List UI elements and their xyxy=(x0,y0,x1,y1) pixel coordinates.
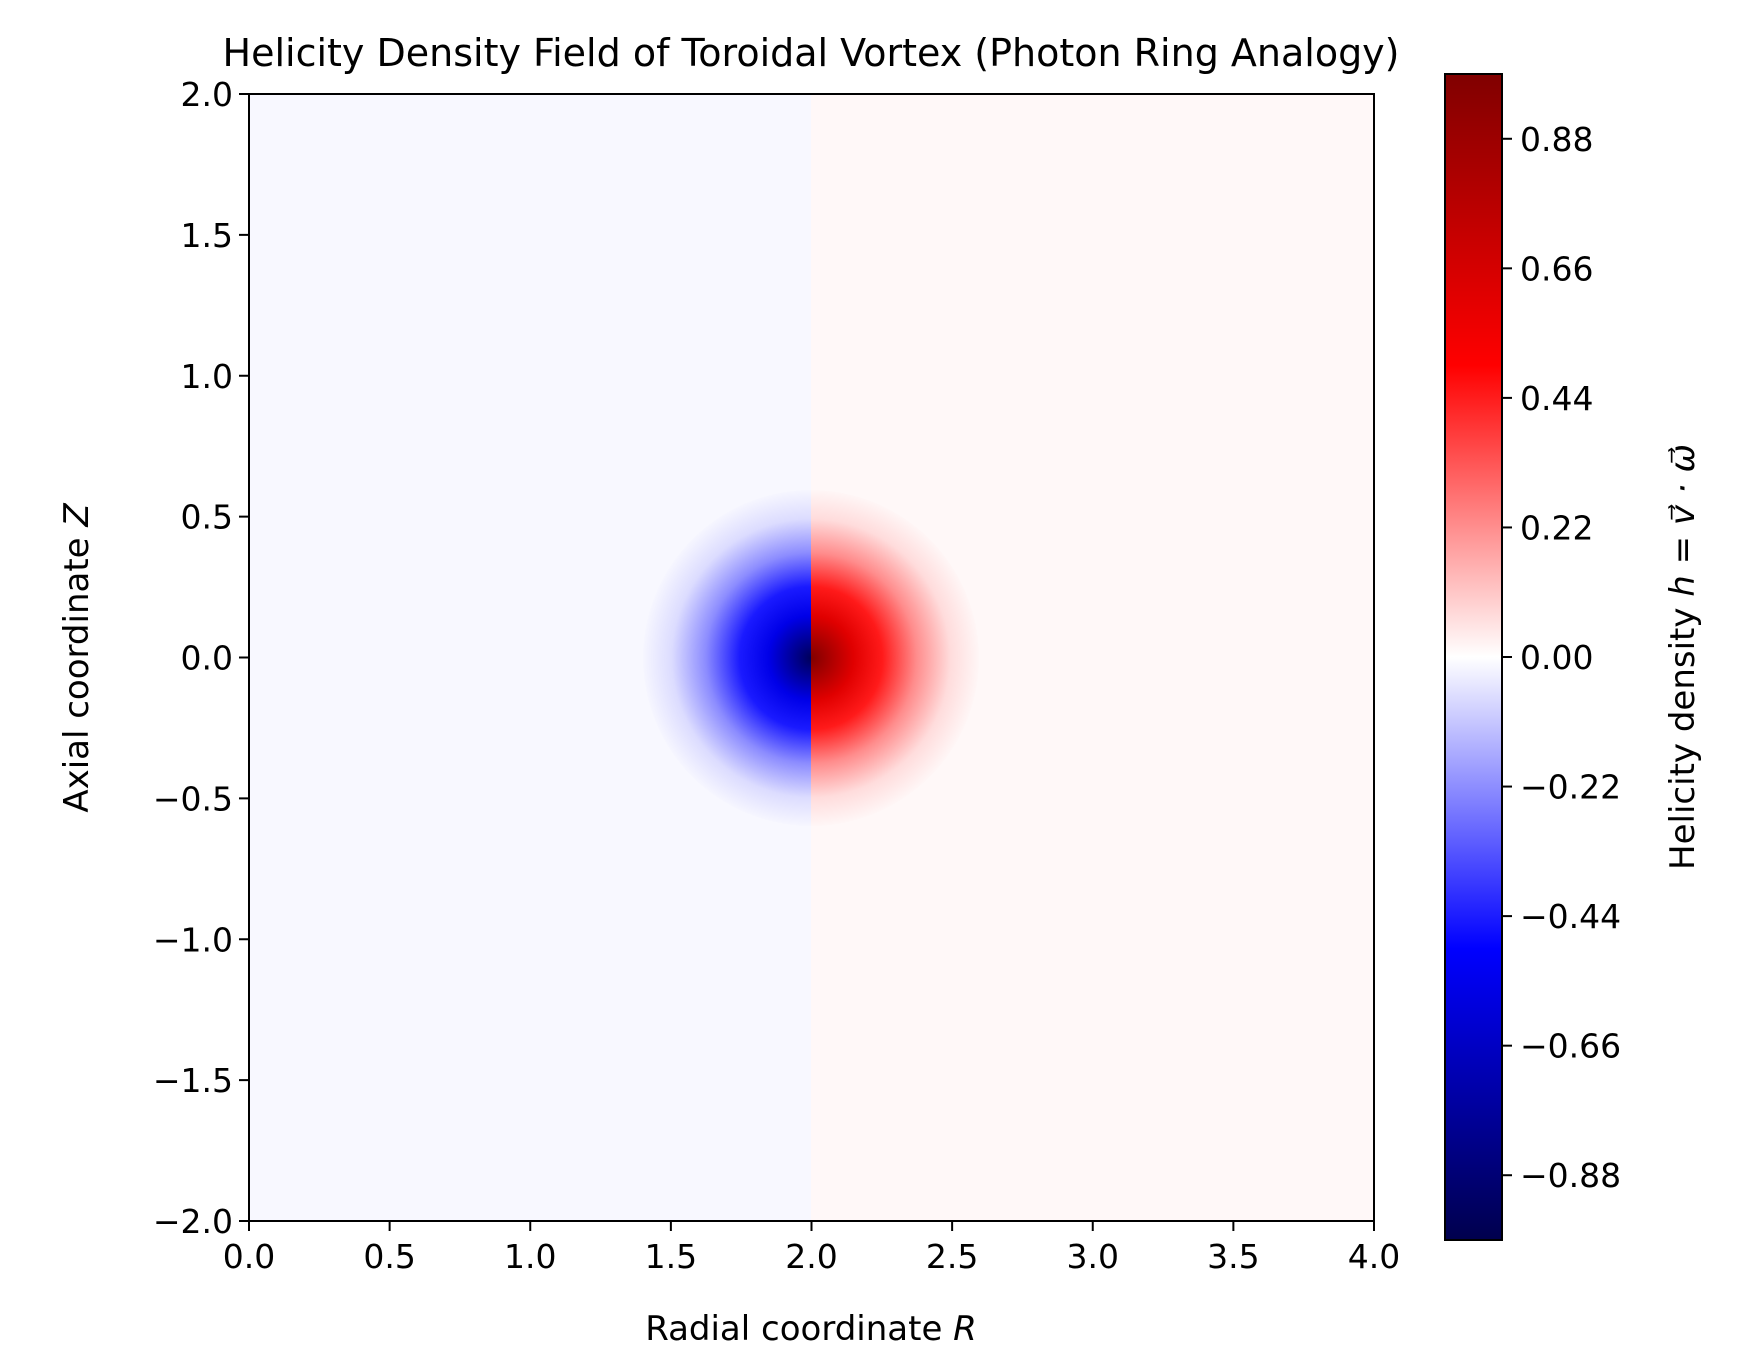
x-tick-label: 3.0 xyxy=(1067,1237,1119,1276)
x-tick-label: 2.5 xyxy=(926,1237,978,1276)
colorbar-tick-label: 0.00 xyxy=(1520,638,1593,677)
x-tick-label: 4.0 xyxy=(1348,1237,1400,1276)
x-tick-label: 0.5 xyxy=(363,1237,415,1276)
colorbar-tick-label: −0.66 xyxy=(1520,1027,1621,1066)
y-tick-label: −1.0 xyxy=(153,920,233,959)
x-axis-label: Radial coordinate R xyxy=(645,1309,977,1349)
heatmap-field xyxy=(249,94,1374,1221)
x-tick-label: 2.0 xyxy=(785,1237,837,1276)
colorbar-tick-label: −0.22 xyxy=(1520,768,1621,807)
y-tick-label: 0.0 xyxy=(181,639,233,678)
colorbar-tick-label: 0.88 xyxy=(1520,120,1593,159)
colorbar-tick-label: 0.44 xyxy=(1520,379,1593,418)
x-tick-label: 1.5 xyxy=(645,1237,697,1276)
x-tick-label: 3.5 xyxy=(1207,1237,1259,1276)
y-tick-label: 1.5 xyxy=(181,216,233,255)
x-tick-label: 1.0 xyxy=(504,1237,556,1276)
y-tick-label: 1.0 xyxy=(181,357,233,396)
y-tick-label: 2.0 xyxy=(181,75,233,114)
y-tick-label: −0.5 xyxy=(153,779,233,818)
y-tick-label: −1.5 xyxy=(153,1061,233,1100)
positive-helicity-lobe xyxy=(811,490,979,826)
x-tick-label: 0.0 xyxy=(223,1237,275,1276)
colorbar-label: Helicity density h = v⃗ · ω⃗ xyxy=(1663,444,1703,870)
y-axis-label: Axial coordinate Z xyxy=(57,503,97,813)
x-axis-ticks: 0.0 0.5 1.0 1.5 2.0 2.5 3.0 3.5 4.0 xyxy=(223,1221,1400,1276)
colorbar-tick-label: −0.44 xyxy=(1520,897,1621,936)
colorbar xyxy=(1444,73,1503,1241)
colorbar-tick-label: 0.66 xyxy=(1520,249,1593,288)
colorbar-ticks: −0.88 −0.66 −0.44 −0.22 0.00 0.22 0.44 0.66 0.88 xyxy=(1502,120,1621,1195)
y-tick-label: −2.0 xyxy=(153,1202,233,1241)
negative-helicity-lobe xyxy=(643,490,811,826)
chart-title: Helicity Density Field of Toroidal Vorte… xyxy=(223,31,1400,75)
colorbar-tick-label: 0.22 xyxy=(1520,508,1593,547)
y-axis-ticks: −2.0 −1.5 −1.0 −0.5 0.0 0.5 1.0 1.5 2.0 xyxy=(153,75,249,1241)
colorbar-tick-label: −0.88 xyxy=(1520,1156,1621,1195)
y-tick-label: 0.5 xyxy=(181,498,233,537)
